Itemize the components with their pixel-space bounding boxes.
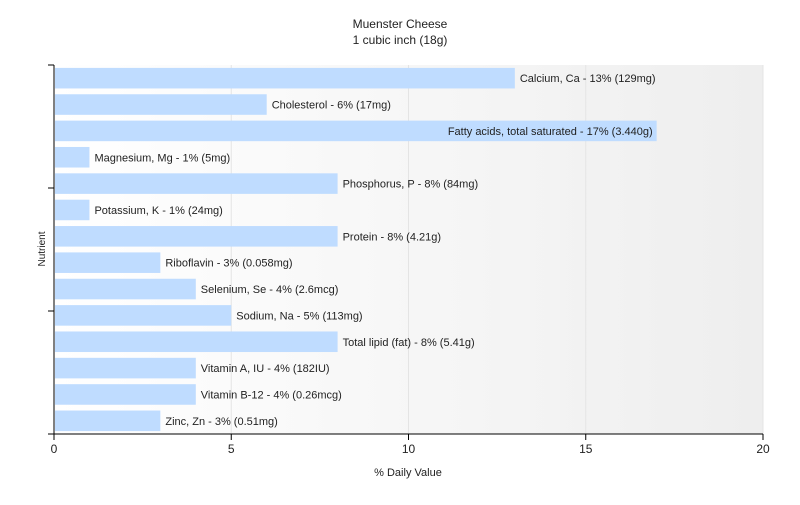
bar-label: Selenium, Se - 4% (2.6mcg) <box>201 284 339 296</box>
x-axis-label: % Daily Value <box>374 467 442 479</box>
bar <box>55 278 196 300</box>
bar <box>55 305 232 326</box>
bar <box>55 120 657 142</box>
bar <box>55 199 90 221</box>
bar-label: Total lipid (fat) - 8% (5.41g) <box>343 337 475 349</box>
chart-title: Muenster Cheese <box>353 17 448 31</box>
bar <box>55 173 338 194</box>
bar-label: Potassium, K - 1% (24mg) <box>94 205 222 217</box>
bar-label: Fatty acids, total saturated - 17% (3.44… <box>448 126 653 138</box>
bar <box>55 146 90 168</box>
x-tick-label: 0 <box>51 442 58 456</box>
x-tick-label: 10 <box>402 442 416 456</box>
bar <box>55 384 196 405</box>
x-tick-label: 15 <box>579 442 593 456</box>
bar-label: Riboflavin - 3% (0.058mg) <box>165 258 292 270</box>
bar-label: Sodium, Na - 5% (113mg) <box>236 310 362 322</box>
bar <box>55 67 515 89</box>
bars-group: Calcium, Ca - 13% (129mg) Cholesterol - 6… <box>55 67 657 432</box>
chart-subtitle: 1 cubic inch (18g) <box>353 33 448 47</box>
bar <box>55 94 267 115</box>
y-axis-label: Nutrient <box>37 231 48 266</box>
bar-label: Vitamin A, IU - 4% (182IU) <box>201 363 330 375</box>
bar-label: Phosphorus, P - 8% (84mg) <box>343 179 479 191</box>
bar-label: Cholesterol - 6% (17mg) <box>272 100 391 112</box>
bar-label: Zinc, Zn - 3% (0.51mg) <box>165 416 277 428</box>
bar <box>55 410 161 432</box>
bar <box>55 357 196 379</box>
bar-label: Protein - 8% (4.21g) <box>343 231 441 243</box>
bar <box>55 226 338 247</box>
bar <box>55 252 161 273</box>
bar-label: Magnesium, Mg - 1% (5mg) <box>94 152 230 164</box>
x-axis-ticks: 0 5 10 15 20 <box>51 434 770 456</box>
bar-label: Calcium, Ca - 13% (129mg) <box>520 73 656 85</box>
x-tick-label: 20 <box>756 442 770 456</box>
x-tick-label: 5 <box>228 442 235 456</box>
bar-label: Vitamin B-12 - 4% (0.26mcg) <box>201 389 342 401</box>
bar <box>55 331 338 353</box>
